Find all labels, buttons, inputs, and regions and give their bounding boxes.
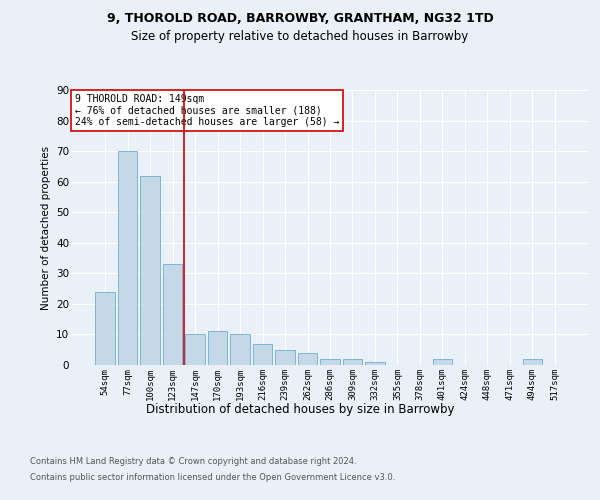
Bar — [523, 359, 542, 365]
Bar — [230, 334, 250, 365]
Text: Contains HM Land Registry data © Crown copyright and database right 2024.: Contains HM Land Registry data © Crown c… — [30, 458, 356, 466]
Bar — [298, 353, 317, 365]
Text: Contains public sector information licensed under the Open Government Licence v3: Contains public sector information licen… — [30, 472, 395, 482]
Bar — [163, 264, 182, 365]
Text: 9 THOROLD ROAD: 149sqm
← 76% of detached houses are smaller (188)
24% of semi-de: 9 THOROLD ROAD: 149sqm ← 76% of detached… — [74, 94, 339, 128]
Bar — [275, 350, 295, 365]
Text: Distribution of detached houses by size in Barrowby: Distribution of detached houses by size … — [146, 402, 454, 415]
Bar — [253, 344, 272, 365]
Bar — [320, 359, 340, 365]
Text: 9, THOROLD ROAD, BARROWBY, GRANTHAM, NG32 1TD: 9, THOROLD ROAD, BARROWBY, GRANTHAM, NG3… — [107, 12, 493, 26]
Bar — [433, 359, 452, 365]
Bar — [185, 334, 205, 365]
Bar — [95, 292, 115, 365]
Y-axis label: Number of detached properties: Number of detached properties — [41, 146, 50, 310]
Bar — [343, 359, 362, 365]
Text: Size of property relative to detached houses in Barrowby: Size of property relative to detached ho… — [131, 30, 469, 43]
Bar — [140, 176, 160, 365]
Bar — [365, 362, 385, 365]
Bar — [208, 332, 227, 365]
Bar — [118, 151, 137, 365]
